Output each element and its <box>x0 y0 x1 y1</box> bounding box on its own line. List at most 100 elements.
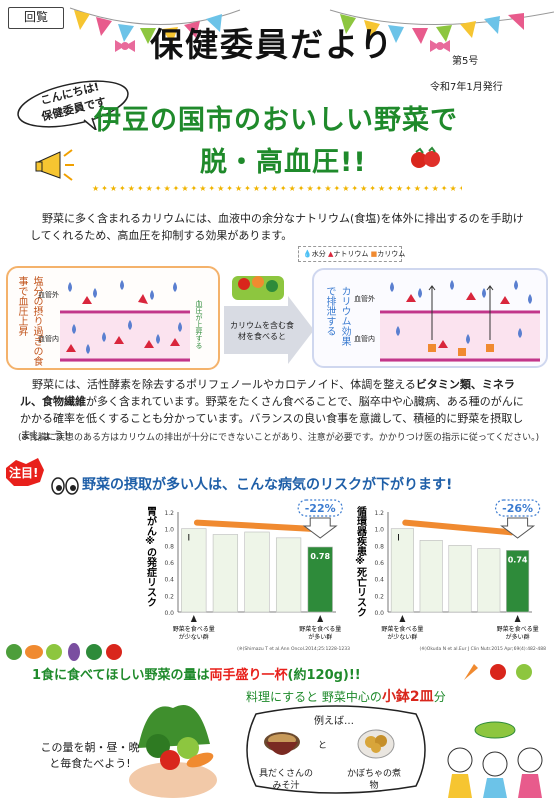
chart-x-right: が多い群 <box>506 633 530 641</box>
chart-tick-label: 0.2 <box>374 593 384 600</box>
chart-badge-box <box>495 499 541 517</box>
chart-bar <box>307 546 333 613</box>
chart-citation: (※)Okuda N et al.Eur J Clin Nutr.2015 Ap… <box>420 646 547 652</box>
chart-ylabel: 胃がん※の発症リスク <box>145 506 158 607</box>
chart-x-left: が少ない群 <box>387 633 417 641</box>
chart-x-marker <box>317 615 324 622</box>
eat-every-meal-text: この量を朝・昼・晩と毎食たべよう! <box>40 741 140 770</box>
vessel-potassium <box>380 280 540 362</box>
chart-tick-label: 0.4 <box>164 577 174 584</box>
vegetable-row-icon <box>6 643 122 661</box>
example-item2: かぼちゃの煮物 <box>346 769 401 791</box>
chart-x-marker <box>399 615 406 622</box>
diagram-potassium: カリウム効果で排泄する 血管外 血管内 <box>312 268 548 368</box>
middle-caption: カリウムを含む食材を食べると <box>230 321 294 341</box>
label-outside-right: 血管外 <box>354 295 375 303</box>
chart-badge-box <box>297 499 343 517</box>
label-outside: 血管外 <box>38 291 59 299</box>
megaphone-icon <box>35 149 74 181</box>
headline-line1: 伊豆の国市のおいしい野菜で <box>94 105 458 136</box>
newsletter-title: 保健委員だより <box>150 25 395 64</box>
example-lead: 例えば… <box>314 716 354 727</box>
pumpkin-dish-icon <box>357 729 395 759</box>
chart-bar-marker: Ⅰ <box>187 534 190 544</box>
intro-paragraph: 野菜に多く含まれるカリウムには、血液中の余分なナトリウム(食塩)を体外に排出する… <box>30 212 524 242</box>
high-salt-caption: 塩分の摂り過ぎの食事で血圧上昇 <box>16 276 42 366</box>
chart-bar <box>477 548 501 613</box>
example-and: と <box>318 741 328 751</box>
star-divider: ★✦★✦★✦★✦★✦★✦★✦★✦★✦★✦★✦★✦★✦★✦★✦★✦★✦★✦★✦★✦… <box>92 184 462 193</box>
chart-tick-label: 1.2 <box>164 510 174 517</box>
kidney-note: (※腎臓に疾患のある方はカリウムの排出が十分にできないことがあり、注意が必要です… <box>18 433 540 443</box>
potassium-caption: カリウム効果で排泄する <box>324 286 350 346</box>
vessel-high-salt <box>60 280 190 362</box>
chart-bar <box>448 545 472 613</box>
chart-bar <box>390 528 414 613</box>
chart-cardiovascular: 循環器疾患※死亡リスク 0.0 0.2 0.4 0.6 0.8 1.0 1.2 Ⅰ 0.74 -26… <box>350 494 550 656</box>
chart-tick-label: 0.6 <box>164 560 174 567</box>
chart-stomach-cancer: 胃がん※の発症リスク 0.0 0.2 0.4 0.6 0.8 1.0 1.2 Ⅰ 0.78 -22%… <box>140 494 354 656</box>
attention-badge-bg <box>6 458 44 486</box>
chart-bar <box>212 534 239 613</box>
serving-sub: 料理にすると 野菜中心の小鉢2皿分 <box>246 689 446 705</box>
chart-down-arrow <box>500 517 536 539</box>
vegetable-row-right-icon <box>464 664 532 680</box>
chart-bar-marker: Ⅰ <box>397 534 400 544</box>
chart-x-marker <box>190 615 197 622</box>
chart-trend-arrow <box>193 519 318 532</box>
chart-x-left: 野菜を食べる量 <box>173 625 215 633</box>
chart-bar <box>419 540 443 613</box>
risk-headline: 野菜の摂取が多い人は、こんな病気のリスクが下がります! <box>82 477 453 493</box>
chart-bar <box>244 531 270 613</box>
chart-tick-label: 0.8 <box>374 543 384 550</box>
chart-value-label: 0.74 <box>508 555 528 564</box>
tomato-icon <box>411 146 440 168</box>
chart-svg: 胃がん※の発症リスク 0.0 0.2 0.4 0.6 0.8 1.0 1.2 Ⅰ 0.78 -22%… <box>145 499 350 652</box>
diagram-legend: 💧水分 ▲ナトリウム ■カリウム <box>298 246 405 262</box>
chart-tick-label: 1.2 <box>374 510 384 517</box>
chart-bar <box>275 537 302 613</box>
chart-svg: 循環器疾患※死亡リスク 0.0 0.2 0.4 0.6 0.8 1.0 1.2 Ⅰ 0.74 -26… <box>355 499 547 652</box>
chart-citation: (※)Shimazu T et al.Ann Oncol.2014;25:122… <box>237 646 350 652</box>
miso-soup-icon <box>264 732 300 755</box>
circulation-stamp: 回覧 <box>8 7 64 29</box>
label-inside: 血管内 <box>38 335 59 343</box>
chart-x-right: 野菜を食べる量 <box>497 625 539 633</box>
chart-value-label: 0.78 <box>310 552 330 561</box>
chart-x-right: 野菜を食べる量 <box>299 625 341 633</box>
bp-rise-arrow: 血圧が上昇する <box>195 300 203 349</box>
chart-tick-label: 0.0 <box>164 610 174 617</box>
example-item1: 具だくさんのみそ汁 <box>258 769 313 791</box>
chart-tick-label: 0.2 <box>164 593 174 600</box>
chart-x-left: が少ない群 <box>179 633 209 641</box>
diagram-high-salt: 塩分の摂り過ぎの食事で血圧上昇 血管外 血管内 血圧が上昇する <box>6 266 220 370</box>
speech-bubble <box>17 80 129 130</box>
chart-badge: -22% <box>305 502 336 515</box>
vegetable-hands-image <box>129 704 217 798</box>
chart-tick-label: 0.8 <box>164 543 174 550</box>
chart-x-right: が多い群 <box>308 633 332 641</box>
chart-tick-label: 0.0 <box>374 610 384 617</box>
chart-badge: -26% <box>502 502 533 515</box>
bunting-decoration <box>69 7 554 52</box>
chart-tick-label: 0.6 <box>374 560 384 567</box>
chart-bar <box>181 528 207 613</box>
diagram-arrow <box>224 276 314 364</box>
attention-badge: 注目! <box>9 466 39 480</box>
issue-number: 第5号 <box>452 56 479 67</box>
headline-line2: 脱・高血圧!! <box>200 147 367 178</box>
chart-ylabel: 循環器疾患※死亡リスク <box>355 505 368 617</box>
chart-down-arrow <box>302 517 338 539</box>
example-bubble <box>246 705 426 794</box>
chart-x-marker <box>514 615 521 622</box>
label-inside-right: 血管内 <box>354 335 375 343</box>
chart-tick-label: 0.4 <box>374 577 384 584</box>
chart-bar <box>506 550 530 613</box>
chart-trend-arrow <box>402 519 515 536</box>
chart-x-left: 野菜を食べる量 <box>381 625 423 633</box>
issue-date: 令和7年1月発行 <box>430 82 503 93</box>
eyes-icon <box>51 477 79 495</box>
serving-headline: 1食に食べてほしい野菜の量は両手盛り一杯(約120g)!! <box>32 668 361 683</box>
family-eating-image <box>447 721 543 798</box>
chart-tick-label: 1.0 <box>374 527 384 534</box>
